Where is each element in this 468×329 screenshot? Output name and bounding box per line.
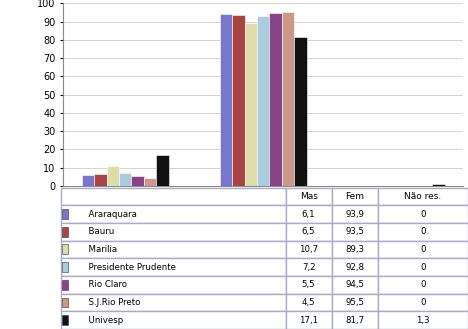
Bar bbox=[294, 37, 307, 186]
Bar bbox=[107, 166, 119, 186]
Bar bbox=[62, 209, 68, 219]
Bar bbox=[245, 23, 257, 186]
Bar bbox=[62, 227, 68, 237]
Bar bbox=[62, 244, 68, 254]
Bar bbox=[82, 175, 94, 186]
Bar bbox=[62, 262, 68, 272]
Bar bbox=[232, 15, 245, 186]
Bar bbox=[220, 14, 232, 186]
Bar bbox=[156, 155, 169, 186]
Bar bbox=[94, 174, 107, 186]
Bar bbox=[62, 315, 68, 325]
Bar bbox=[432, 184, 445, 186]
Bar bbox=[62, 297, 68, 307]
Bar bbox=[62, 280, 68, 290]
Bar bbox=[132, 176, 144, 186]
Bar bbox=[257, 16, 270, 186]
Bar bbox=[119, 173, 132, 186]
Bar bbox=[270, 13, 282, 186]
Bar bbox=[144, 178, 156, 186]
Bar bbox=[282, 12, 294, 186]
